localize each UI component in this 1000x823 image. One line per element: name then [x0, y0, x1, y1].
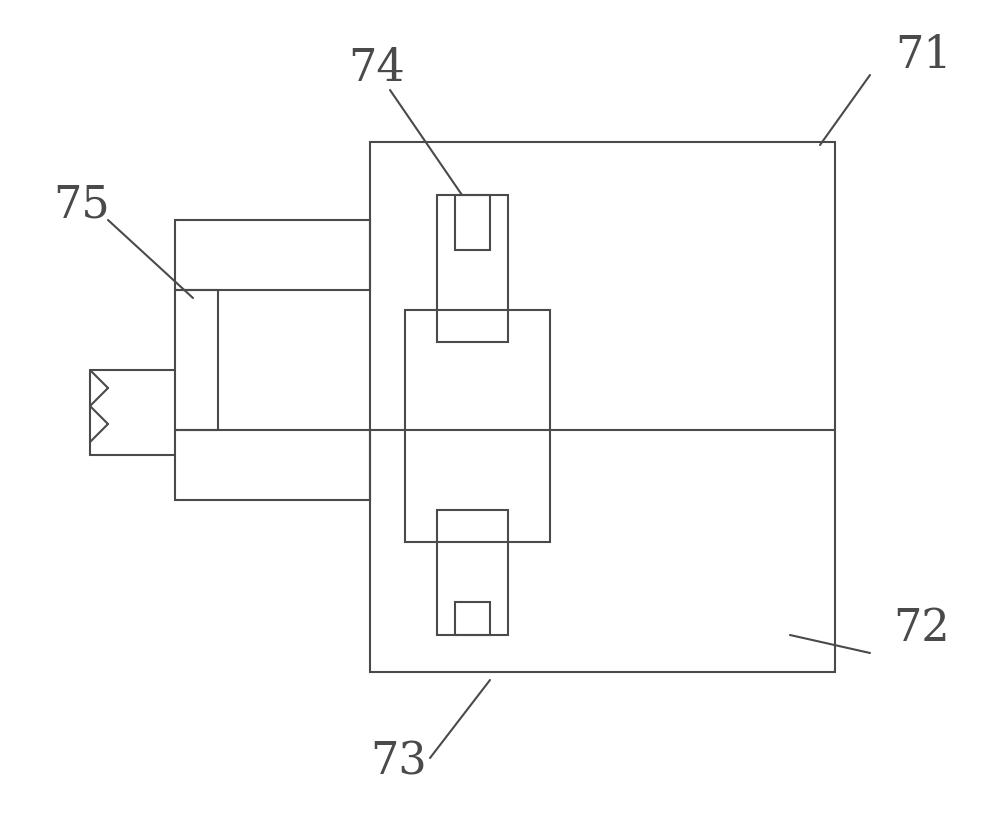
- Text: 74: 74: [348, 46, 405, 90]
- Bar: [437, 510, 508, 635]
- Bar: [437, 195, 508, 342]
- Bar: [175, 220, 370, 290]
- Bar: [370, 142, 835, 672]
- Text: 71: 71: [895, 34, 952, 77]
- Bar: [175, 430, 370, 500]
- Text: 73: 73: [370, 741, 427, 783]
- Bar: [175, 290, 218, 430]
- Text: 75: 75: [53, 184, 110, 226]
- Text: 72: 72: [893, 607, 950, 649]
- Bar: [455, 195, 490, 250]
- Bar: [455, 602, 490, 635]
- Bar: [405, 310, 550, 542]
